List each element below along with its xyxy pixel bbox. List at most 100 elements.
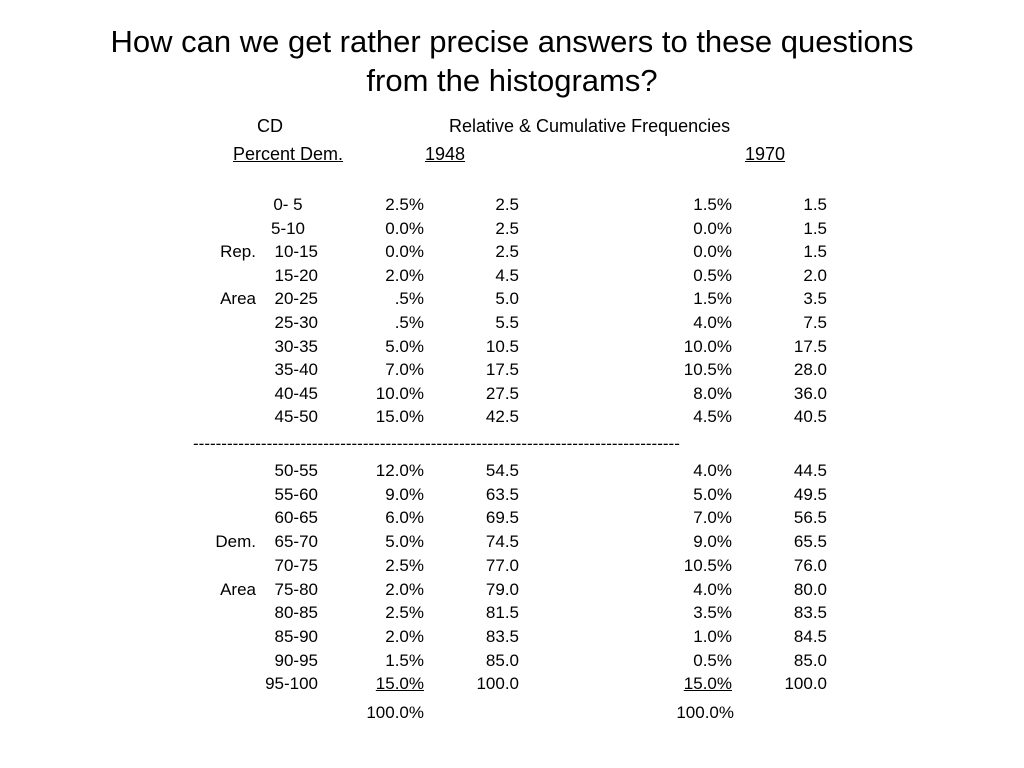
area-label: Rep. (220, 242, 256, 262)
table-row: 90-95 1.5% 85.0 0.5% 85.0 (0, 650, 1024, 672)
table-row: 35-40 7.0% 17.5 10.5% 28.0 (0, 359, 1024, 381)
range-cell: 70-75 (274, 555, 318, 575)
cumulative-1970-cell: 76.0 (793, 555, 827, 575)
percent-1948-cell: 1.5% (385, 650, 424, 670)
cumulative-1970-cell: 83.5 (793, 603, 827, 623)
range-cell: 55-60 (274, 484, 318, 504)
table-row: 60-65 6.0% 69.5 7.0% 56.5 (0, 507, 1024, 529)
area-label: Area (220, 289, 256, 309)
cumulative-1948-cell: 69.5 (485, 508, 519, 528)
cumulative-1970-cell: 2.0 (803, 265, 827, 285)
percent-1948-cell: 2.0% (385, 265, 424, 285)
percent-1948-cell: 10.0% (375, 383, 424, 403)
cumulative-1970-cell: 44.5 (793, 461, 827, 480)
table-row: 45-50 15.0% 42.5 4.5% 40.5 (0, 406, 1024, 428)
percent-1948-cell: 0.0% (385, 218, 424, 238)
cumulative-1970-cell: 85.0 (793, 650, 827, 670)
table-row: 50-55 12.0% 54.5 4.0% 44.5 (0, 460, 1024, 482)
cumulative-1948-cell: 79.0 (485, 579, 519, 599)
table-row: 25-30 .5% 5.5 4.0% 7.5 (0, 312, 1024, 334)
percent-1970-cell: 15.0% (683, 674, 732, 694)
percent-1970-cell: 1.5% (693, 195, 732, 214)
cumulative-1970-cell: 1.5 (803, 242, 827, 262)
cumulative-1970-cell: 17.5 (793, 336, 827, 356)
percent-1948-cell: 7.0% (385, 360, 424, 380)
percent-1948-cell: 5.0% (385, 336, 424, 356)
year-1970-header: 1970 (745, 144, 786, 164)
cumulative-1948-cell: 85.0 (485, 650, 519, 670)
range-cell: 30-35 (274, 336, 318, 356)
cumulative-1948-cell: 81.5 (485, 603, 519, 623)
table-row: 0- 5 2.5% 2.5 1.5% 1.5 (0, 194, 1024, 216)
cumulative-1970-cell: 3.5 (803, 289, 827, 309)
percent-dem-header: Percent Dem. (233, 144, 344, 164)
cumulative-1948-cell: 17.5 (485, 360, 519, 380)
range-cell: 10-15 (274, 242, 318, 262)
cumulative-1970-cell: 1.5 (803, 195, 827, 214)
percent-1948-cell: 5.0% (385, 532, 424, 552)
table-row: Area 20-25 .5% 5.0 1.5% 3.5 (0, 288, 1024, 310)
percent-1970-cell: 8.0% (693, 383, 732, 403)
area-label: Dem. (215, 532, 256, 552)
table-row: 40-45 10.0% 27.5 8.0% 36.0 (0, 383, 1024, 405)
cumulative-1970-cell: 49.5 (793, 484, 827, 504)
percent-1970-cell: 4.0% (693, 313, 732, 332)
cumulative-1970-cell: 1.5 (803, 218, 827, 238)
table-row: 70-75 2.5% 77.0 10.5% 76.0 (0, 555, 1024, 577)
percent-1948-cell: 2.5% (385, 555, 424, 575)
percent-1948-cell: 15.0% (375, 407, 424, 427)
cumulative-1970-cell: 7.5 (803, 313, 827, 332)
percent-1970-cell: 3.5% (693, 603, 732, 623)
relative-cumulative-header: Relative & Cumulative Frequencies (449, 116, 731, 136)
table-row: Rep. 10-15 0.0% 2.5 0.0% 1.5 (0, 241, 1024, 263)
percent-1970-cell: 1.0% (693, 626, 732, 646)
cumulative-1970-cell: 28.0 (793, 360, 827, 380)
cumulative-1948-cell: 74.5 (485, 532, 519, 552)
cumulative-1948-cell: 2.5 (495, 242, 519, 262)
separator-line: ----------------------------------------… (193, 434, 680, 453)
cumulative-1970-cell: 36.0 (793, 383, 827, 403)
range-cell: 45-50 (274, 407, 318, 427)
percent-1948-cell: .5% (394, 313, 424, 332)
range-cell: 15-20 (274, 265, 318, 285)
cumulative-1948-cell: 42.5 (485, 407, 519, 427)
area-label: Area (220, 579, 256, 599)
table-row: Area 75-80 2.0% 79.0 4.0% 80.0 (0, 579, 1024, 601)
percent-1948-cell: 0.0% (385, 242, 424, 262)
cumulative-1970-cell: 80.0 (793, 579, 827, 599)
range-cell: 40-45 (274, 383, 318, 403)
percent-1948-cell: 6.0% (385, 508, 424, 528)
percent-1948-cell: 15.0% (375, 674, 424, 694)
percent-1970-cell: 0.5% (693, 650, 732, 670)
cumulative-1948-cell: 2.5 (495, 218, 519, 238)
table-row: 30-35 5.0% 10.5 10.0% 17.5 (0, 336, 1024, 358)
range-cell: 65-70 (274, 532, 318, 552)
percent-1970-cell: 1.5% (693, 289, 732, 309)
percent-1970-cell: 9.0% (693, 532, 732, 552)
cd-header: CD (257, 116, 283, 136)
range-cell: 85-90 (274, 626, 318, 646)
cumulative-1970-cell: 84.5 (793, 626, 827, 646)
range-cell: 60-65 (274, 508, 318, 528)
cumulative-1970-cell: 56.5 (793, 508, 827, 528)
range-cell: 80-85 (274, 603, 318, 623)
percent-1948-cell: 2.0% (385, 579, 424, 599)
cumulative-1948-cell: 54.5 (485, 461, 519, 480)
cumulative-1948-cell: 27.5 (485, 383, 519, 403)
cumulative-1948-cell: 5.0 (495, 289, 519, 309)
table-row: Dem. 65-70 5.0% 74.5 9.0% 65.5 (0, 531, 1024, 553)
table-row: 55-60 9.0% 63.5 5.0% 49.5 (0, 484, 1024, 506)
table-row: 80-85 2.5% 81.5 3.5% 83.5 (0, 602, 1024, 624)
total-1948: 100.0% (366, 703, 424, 722)
year-1948-header: 1948 (425, 144, 466, 164)
percent-1970-cell: 10.5% (683, 360, 732, 380)
percent-1970-cell: 5.0% (693, 484, 732, 504)
percent-1970-cell: 4.0% (693, 579, 732, 599)
cumulative-1948-cell: 100.0 (476, 674, 519, 694)
cumulative-1948-cell: 10.5 (485, 336, 519, 356)
cumulative-1970-cell: 65.5 (793, 532, 827, 552)
cumulative-1948-cell: 83.5 (485, 626, 519, 646)
cumulative-1948-cell: 4.5 (495, 265, 519, 285)
percent-1970-cell: 7.0% (693, 508, 732, 528)
cumulative-1970-cell: 100.0 (784, 674, 827, 694)
